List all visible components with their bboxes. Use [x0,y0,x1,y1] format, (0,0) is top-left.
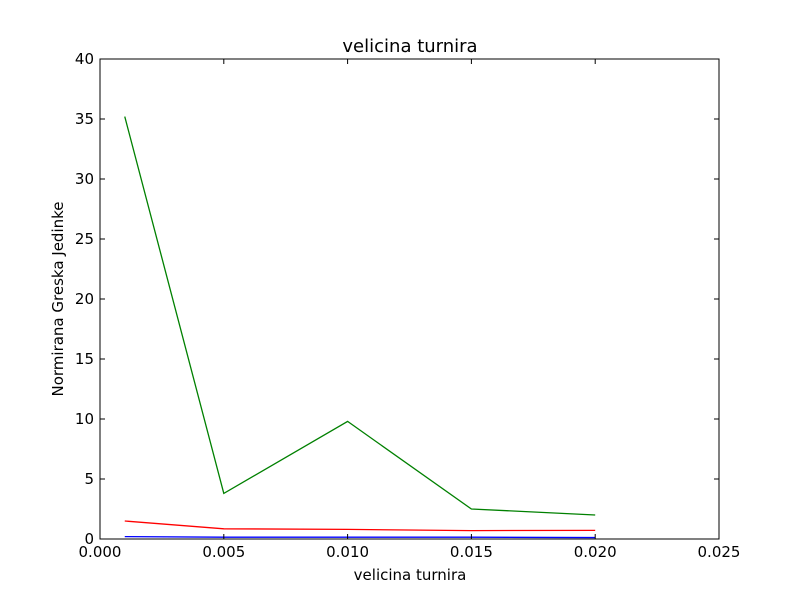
series-line-0 [124,535,596,539]
plot-area: 0.000 0.005 0.010 0.015 0.020 0.025 0 5 10 15 20 25… [75,50,741,561]
series-line-2 [124,116,596,516]
x-tick-label-5: 0.025 [698,543,741,561]
y-axis-title: Normirana Greska Jedinke [49,201,67,396]
y-tick-label-0: 0 [84,530,94,548]
chart-title: velicina turnira [342,36,477,57]
y-tick-label-7: 35 [75,110,94,128]
y-tick-label-1: 5 [84,470,94,488]
x-tick-label-4: 0.020 [574,543,617,561]
x-axis-title: velicina turnira [354,566,467,584]
y-tick-label-5: 25 [75,230,94,248]
x-tick-label-0: 0.000 [79,543,122,561]
series-line-1 [124,520,596,532]
x-tick-label-2: 0.010 [326,543,369,561]
y-tick-label-3: 15 [75,350,94,368]
y-tick-label-2: 10 [75,410,94,428]
y-tick-label-6: 30 [75,170,94,188]
x-tick-label-1: 0.005 [202,543,245,561]
y-tick-label-4: 20 [75,290,94,308]
x-tick-label-3: 0.015 [450,543,493,561]
y-tick-label-8: 40 [75,50,94,68]
